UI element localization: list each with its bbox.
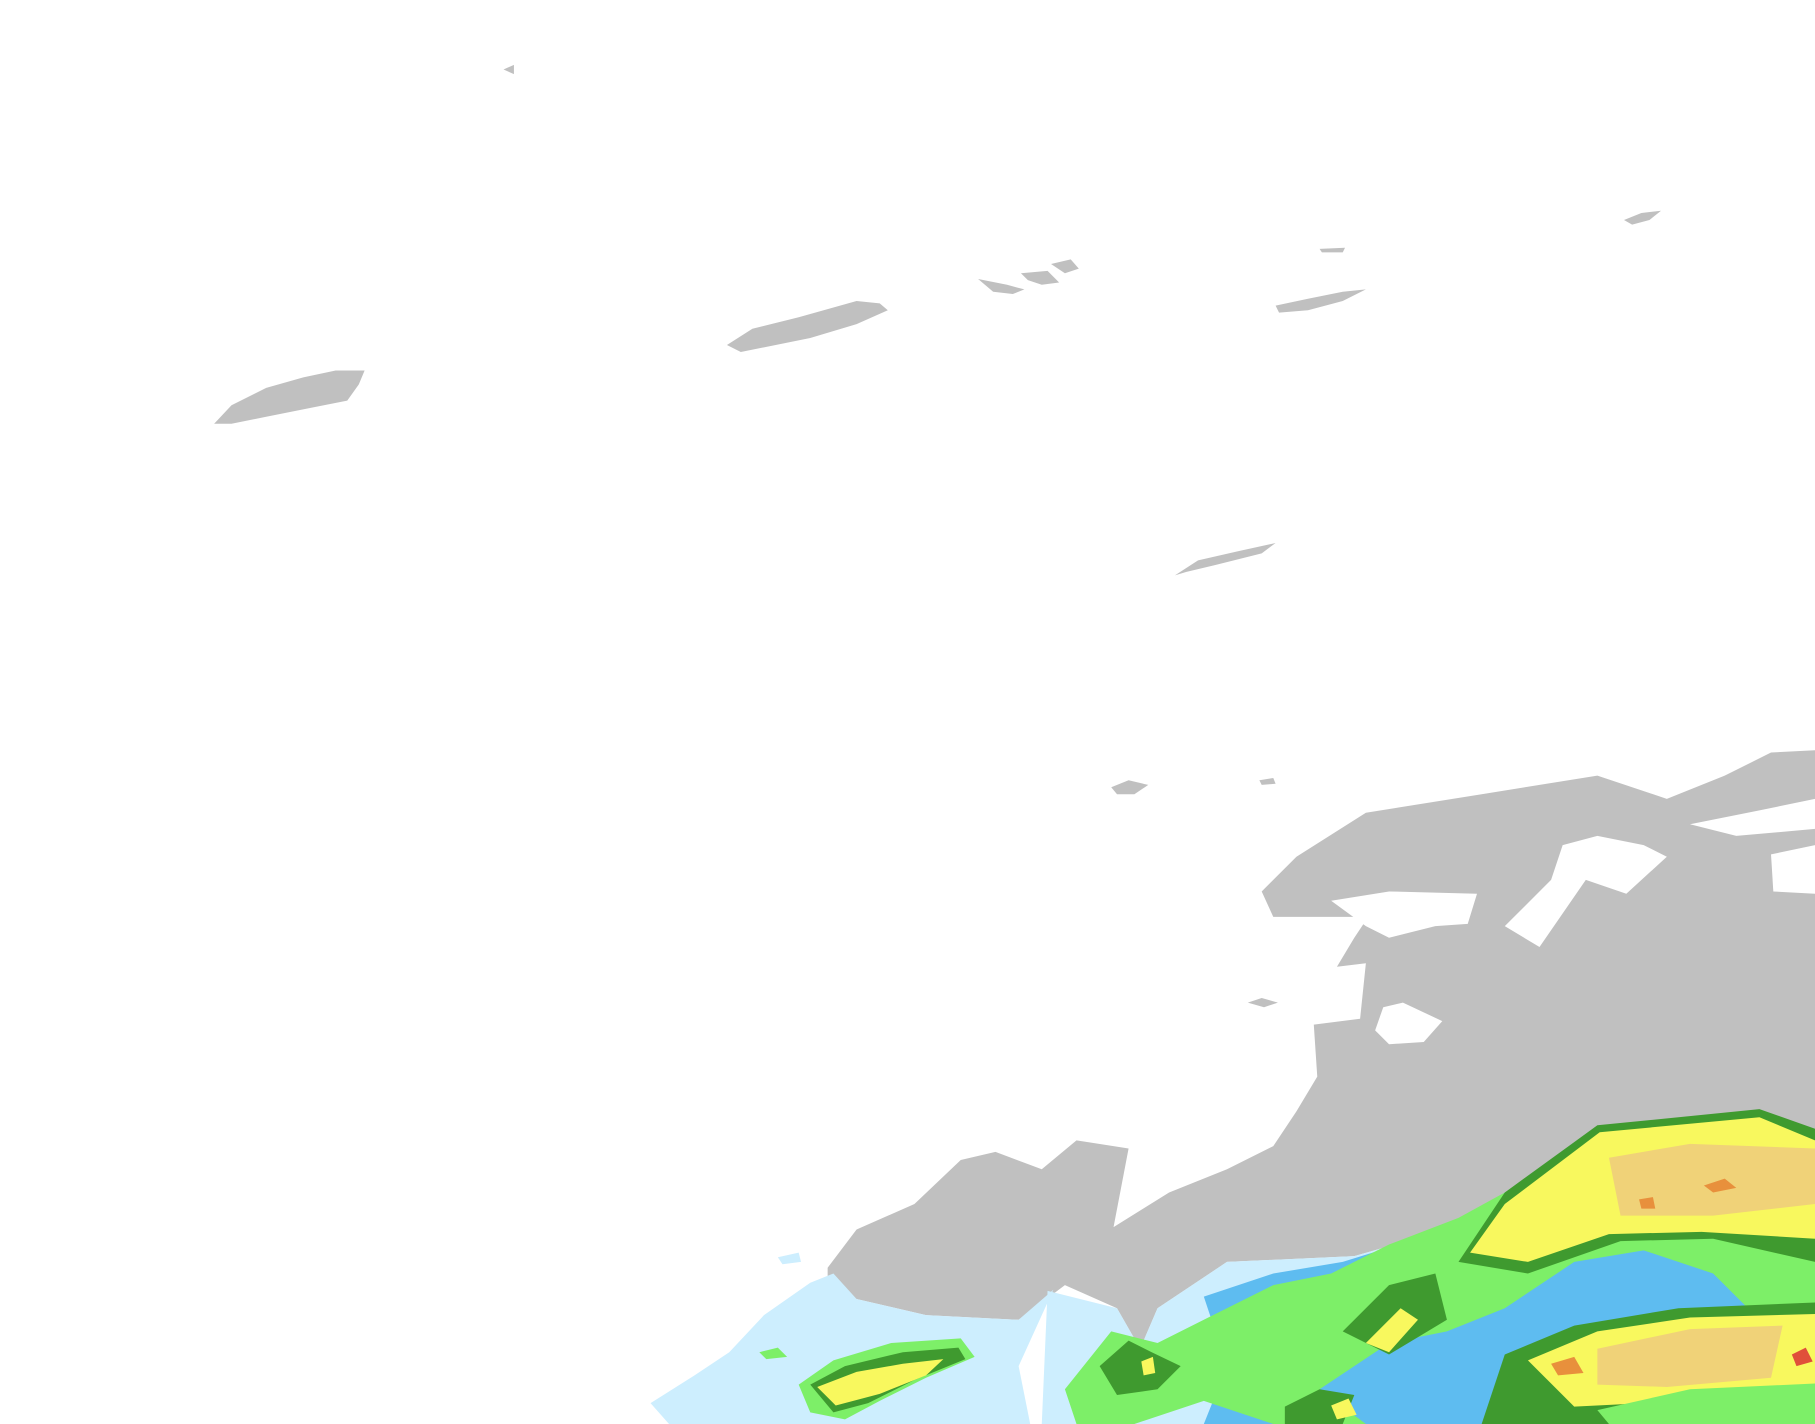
precip-very-light bbox=[777, 1252, 802, 1265]
inlet bbox=[1375, 1002, 1443, 1045]
island bbox=[726, 301, 888, 352]
precip-moderate bbox=[1099, 1340, 1181, 1396]
precip-heavy bbox=[1141, 1356, 1156, 1376]
island bbox=[1275, 289, 1366, 313]
island bbox=[1051, 259, 1079, 274]
island bbox=[1624, 210, 1662, 225]
precip-intense bbox=[1703, 1178, 1737, 1193]
precip-heavier bbox=[1597, 1325, 1783, 1387]
island bbox=[1174, 542, 1276, 576]
water-inlets bbox=[1331, 798, 1815, 1045]
inlet bbox=[1331, 891, 1478, 938]
island bbox=[503, 64, 514, 75]
island bbox=[214, 370, 365, 424]
island bbox=[1111, 780, 1149, 795]
precip-heavier bbox=[1608, 1143, 1815, 1216]
inlet bbox=[1504, 835, 1667, 948]
island bbox=[1259, 777, 1276, 785]
inlet bbox=[1771, 845, 1815, 894]
inlet bbox=[1689, 798, 1815, 836]
island bbox=[1020, 270, 1060, 285]
precip-heavy bbox=[1365, 1308, 1418, 1353]
precip-moderate-light bbox=[759, 1347, 788, 1360]
precipitation-layer bbox=[650, 1109, 1815, 1424]
island bbox=[1247, 997, 1278, 1008]
island bbox=[1319, 247, 1346, 253]
precip-very-light bbox=[650, 1273, 1054, 1424]
precip-heavy bbox=[1331, 1398, 1357, 1420]
precip-moderate-light bbox=[1597, 1383, 1815, 1424]
precip-intense bbox=[1551, 1356, 1584, 1376]
island bbox=[978, 279, 1025, 295]
precip-intense bbox=[1639, 1197, 1656, 1209]
precip-heavy bbox=[817, 1359, 944, 1406]
precip-extreme bbox=[1791, 1347, 1813, 1367]
